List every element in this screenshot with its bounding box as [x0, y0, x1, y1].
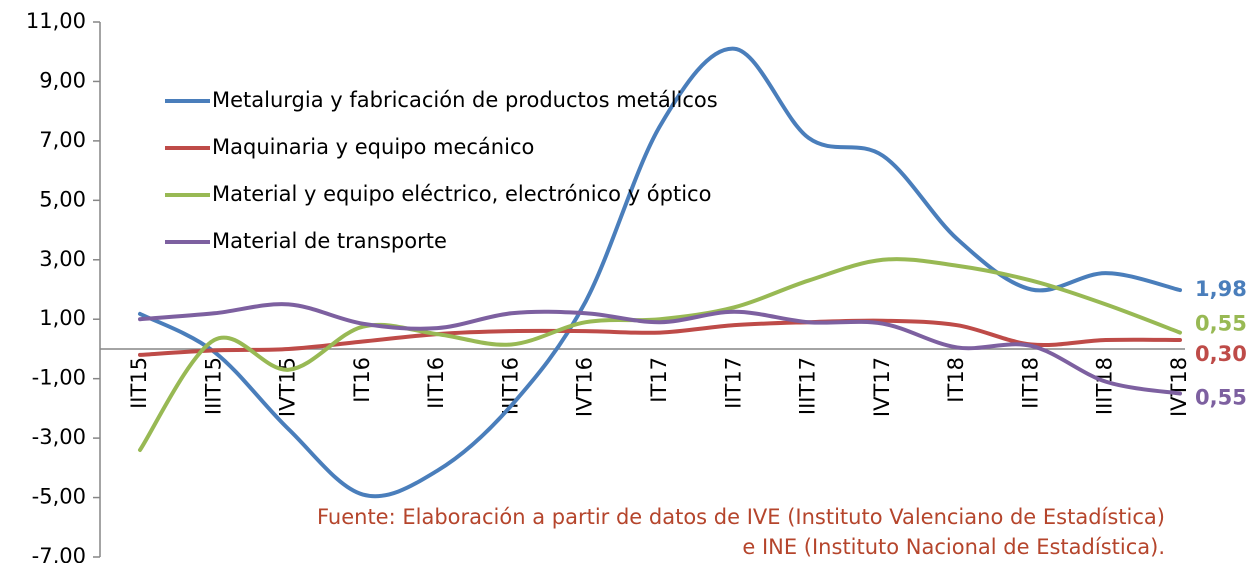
end-label: 1,98: [1195, 277, 1247, 301]
end-label: 0,55: [1195, 386, 1247, 410]
series-line: [138, 318, 1182, 357]
y-tick-label: 3,00: [39, 247, 86, 271]
x-tick-label: IT17: [647, 357, 671, 403]
x-tick-label: IVT16: [573, 357, 597, 417]
y-tick-label: -7,00: [32, 544, 86, 563]
y-tick-label: 7,00: [39, 128, 86, 152]
legend-label: Maquinaria y equipo mecánico: [212, 135, 534, 159]
end-label: 0,55: [1195, 312, 1247, 336]
end-label: 0,30: [1195, 342, 1247, 366]
x-tick-label: IVT17: [870, 357, 894, 417]
y-tick-label: -5,00: [32, 485, 86, 509]
x-tick-label: IIIT18: [1093, 357, 1117, 415]
x-tick-label: IIT16: [424, 357, 448, 409]
y-tick-label: -3,00: [32, 425, 86, 449]
y-tick-label: 11,00: [26, 9, 86, 33]
series-line: [138, 46, 1182, 499]
legend-label: Material y equipo eléctrico, electrónico…: [212, 182, 711, 206]
x-tick-label: IT16: [350, 357, 374, 403]
x-tick-label: IIT15: [127, 357, 151, 409]
x-tick-label: IIIT15: [201, 357, 225, 415]
x-tick-label: IT18: [944, 357, 968, 403]
x-tick-label: IVT15: [276, 357, 300, 417]
source-note: Fuente: Elaboración a partir de datos de…: [317, 505, 1165, 529]
y-tick-label: -1,00: [32, 366, 86, 390]
y-tick-label: 1,00: [39, 306, 86, 330]
y-tick-label: 9,00: [39, 68, 86, 92]
legend-label: Material de transporte: [212, 229, 447, 253]
source-note: e INE (Instituto Nacional de Estadística…: [742, 535, 1165, 559]
x-tick-label: IIIT17: [796, 357, 820, 415]
x-tick-label: IIT18: [1018, 357, 1042, 409]
x-tick-label: IVT18: [1167, 357, 1191, 417]
legend-label: Metalurgia y fabricación de productos me…: [212, 88, 718, 112]
series-line: [138, 302, 1182, 396]
y-tick-label: 5,00: [39, 187, 86, 211]
x-tick-label: IIT17: [721, 357, 745, 409]
